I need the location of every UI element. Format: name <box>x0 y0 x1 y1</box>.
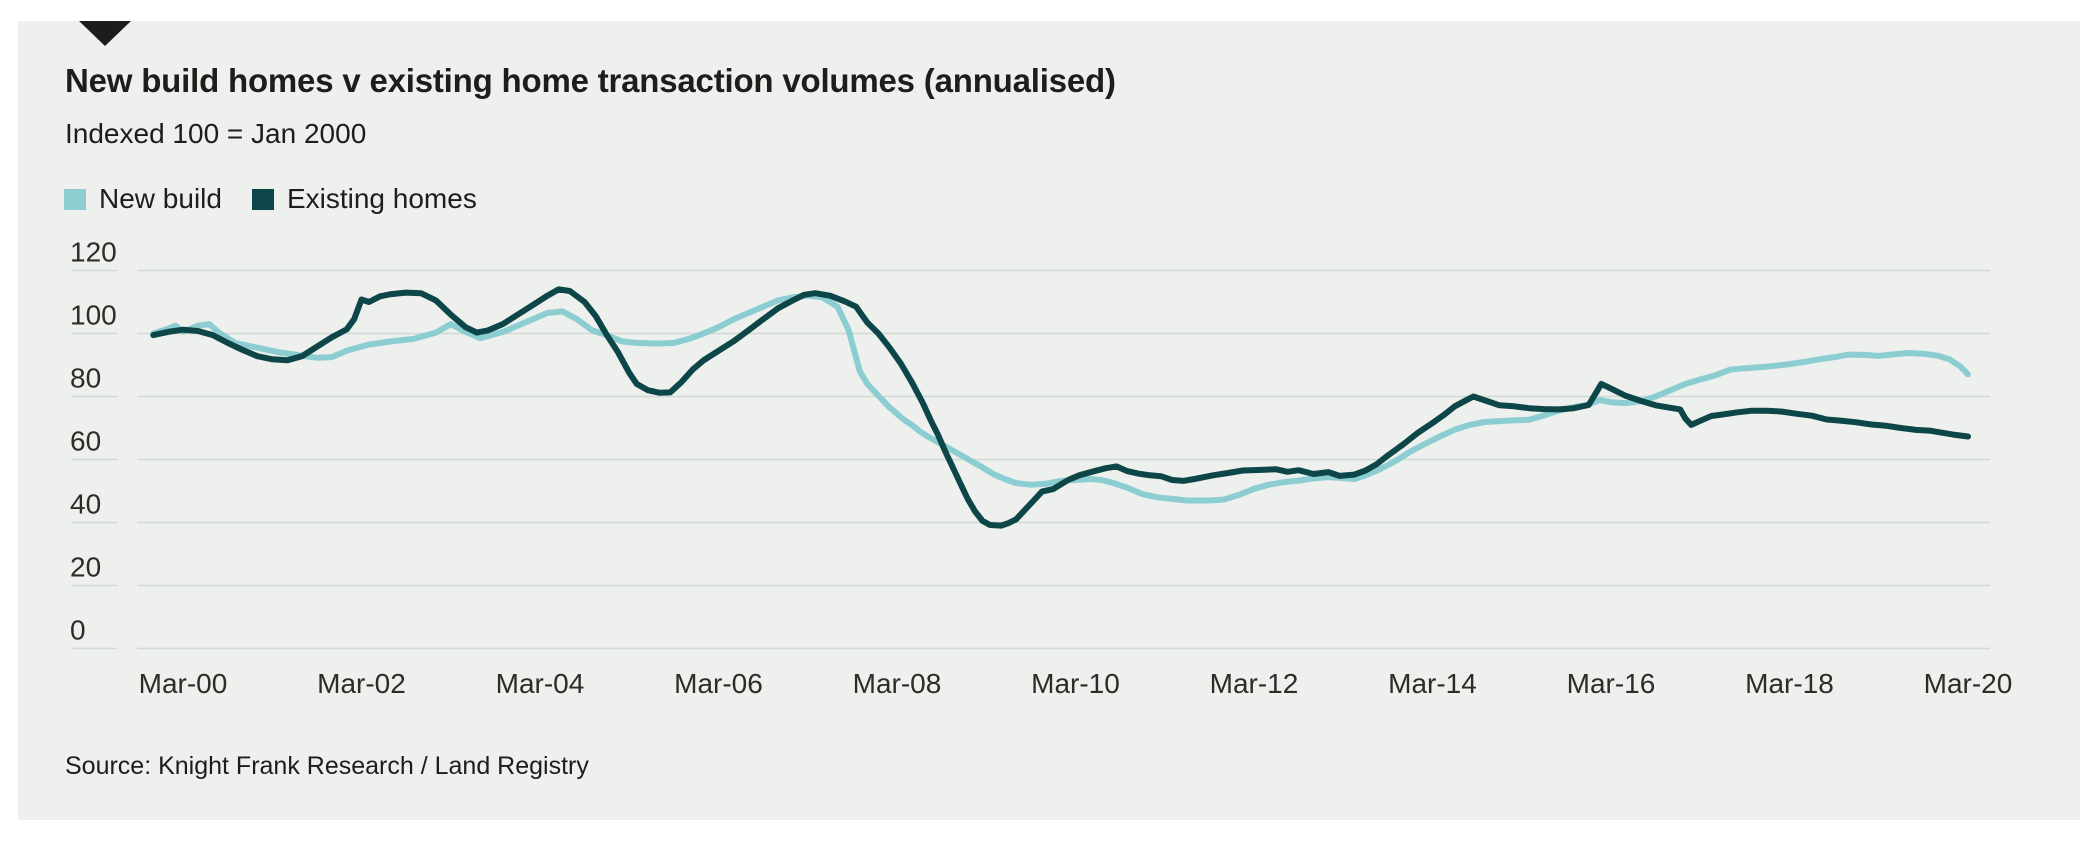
y-axis-label: 100 <box>70 300 117 331</box>
x-axis-label: Mar-18 <box>1745 668 1834 699</box>
legend-swatch-new-build <box>64 188 86 210</box>
x-axis-label: Mar-06 <box>674 668 763 699</box>
x-axis-label: Mar-16 <box>1567 668 1656 699</box>
legend-label-new-build: New build <box>99 183 222 214</box>
y-axis-label: 80 <box>70 363 101 394</box>
x-axis-label: Mar-10 <box>1031 668 1120 699</box>
legend-item-existing-homes: Existing homes <box>251 183 477 215</box>
x-axis-label: Mar-02 <box>317 668 406 699</box>
legend-label-existing-homes: Existing homes <box>286 183 477 214</box>
y-axis-label: 0 <box>70 615 86 646</box>
x-axis-label: Mar-14 <box>1388 668 1477 699</box>
y-axis-label: 20 <box>70 552 101 583</box>
y-axis-label: 120 <box>70 237 117 268</box>
chart-title: New build homes v existing home transact… <box>65 62 1116 99</box>
y-axis-label: 60 <box>70 426 101 457</box>
legend: New build Existing homes <box>64 183 507 215</box>
series-line-new-build <box>150 292 1971 504</box>
series-line-existing-homes <box>150 286 1971 529</box>
legend-item-new-build: New build <box>64 183 222 215</box>
corner-triangle-icon <box>79 21 131 46</box>
x-axis-label: Mar-00 <box>139 668 228 699</box>
x-axis-label: Mar-20 <box>1924 668 2013 699</box>
x-axis-label: Mar-04 <box>496 668 585 699</box>
chart-subtitle: Indexed 100 = Jan 2000 <box>65 118 367 149</box>
chart-panel: New build homes v existing home transact… <box>18 21 2080 820</box>
x-axis-label: Mar-08 <box>853 668 942 699</box>
legend-swatch-existing-homes <box>251 188 274 210</box>
x-axis-label: Mar-12 <box>1210 668 1299 699</box>
source-note: Source: Knight Frank Research / Land Reg… <box>65 752 589 780</box>
y-axis-label: 40 <box>70 489 101 520</box>
